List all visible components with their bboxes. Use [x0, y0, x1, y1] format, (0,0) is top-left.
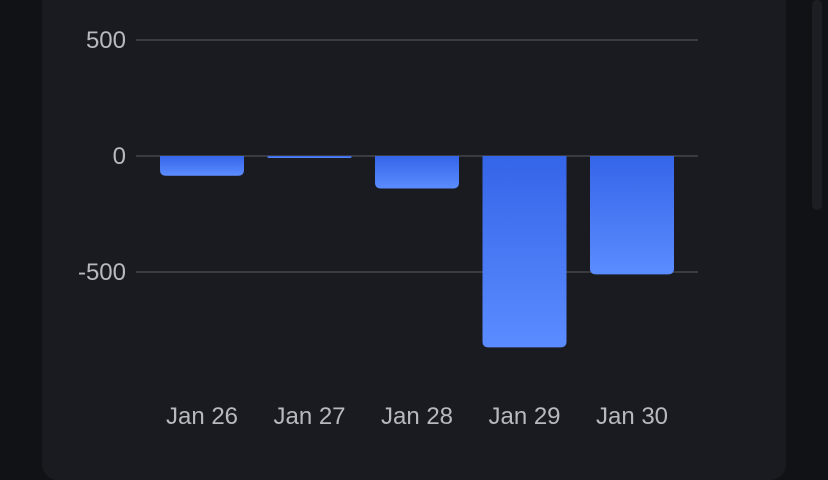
bars [160, 156, 674, 348]
y-axis-ticks: 500 0 -500 [78, 27, 126, 286]
x-tick-label: Jan 26 [166, 403, 238, 430]
x-tick-label: Jan 28 [381, 403, 453, 430]
bar-jan-27[interactable] [267, 156, 352, 158]
y-tick-label: 500 [86, 27, 126, 54]
x-tick-label: Jan 29 [488, 403, 560, 430]
y-tick-label: 0 [113, 143, 126, 170]
bar-jan-28[interactable] [375, 156, 459, 189]
bar-jan-30[interactable] [590, 156, 674, 275]
x-tick-label: Jan 27 [273, 403, 345, 430]
bar-chart: 500 0 -500 Jan 26 Jan 27 Jan 28 Jan 29 Jan 30 [78, 27, 698, 430]
bar-jan-29[interactable] [482, 156, 567, 348]
x-axis-ticks: Jan 26 Jan 27 Jan 28 Jan 29 Jan 30 [166, 403, 668, 430]
bar-jan-26[interactable] [160, 156, 244, 176]
scrollbar-track[interactable] [812, 0, 822, 210]
y-tick-label: -500 [78, 259, 126, 286]
x-tick-label: Jan 30 [596, 403, 668, 430]
